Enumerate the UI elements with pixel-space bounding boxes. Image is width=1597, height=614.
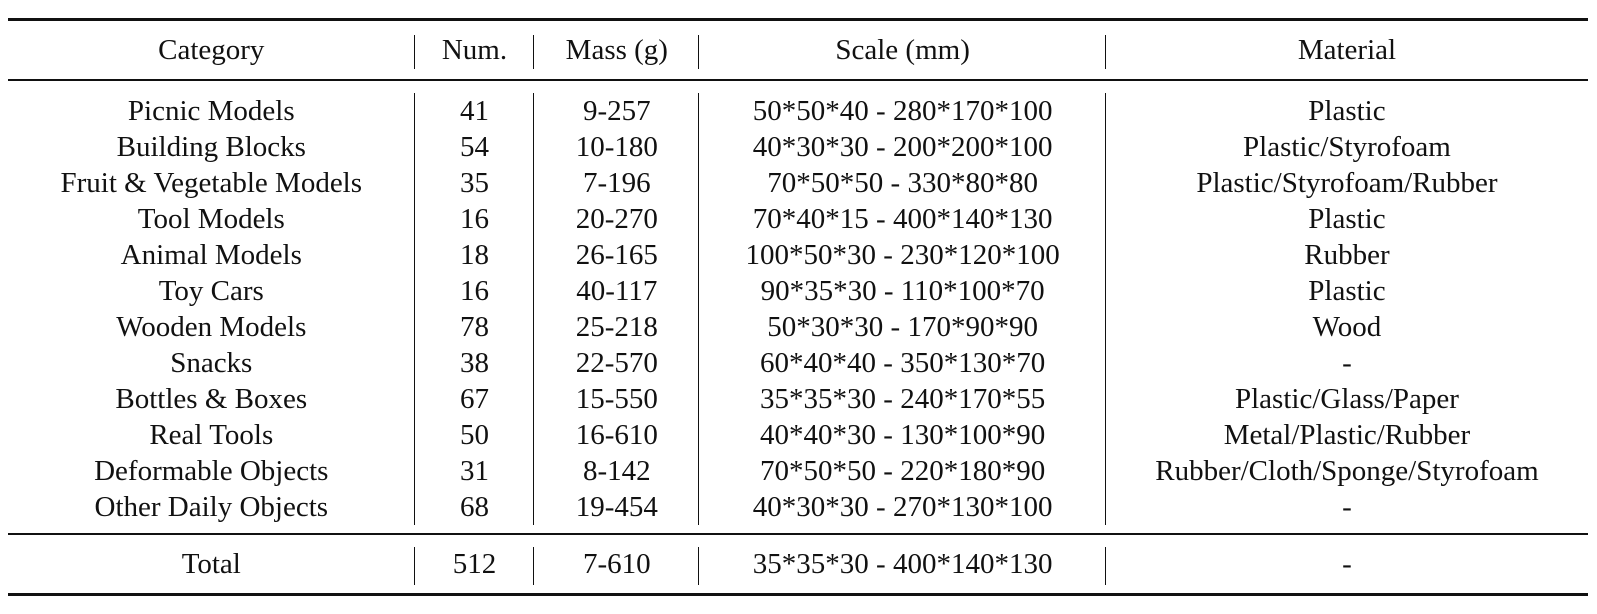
table-row: Wooden Models 78 25-218 50*30*30 - 170*9… [8, 309, 1588, 345]
total-row: Total 512 7-610 35*35*30 - 400*140*130 - [8, 533, 1588, 595]
total-label: Total [8, 533, 415, 595]
table-row: Toy Cars 16 40-117 90*35*30 - 110*100*70… [8, 273, 1588, 309]
cell-category: Toy Cars [8, 273, 415, 309]
cell-num: 31 [415, 453, 535, 489]
cell-scale: 70*40*15 - 400*140*130 [699, 201, 1106, 237]
object-dataset-table: Category Num. Mass (g) Scale (mm) Materi… [8, 18, 1588, 596]
cell-scale: 70*50*50 - 220*180*90 [699, 453, 1106, 489]
total-mass: 7-610 [534, 533, 700, 595]
cell-num: 35 [415, 165, 535, 201]
cell-scale: 40*30*30 - 200*200*100 [699, 129, 1106, 165]
cell-scale: 90*35*30 - 110*100*70 [699, 273, 1106, 309]
cell-num: 54 [415, 129, 535, 165]
cell-num: 18 [415, 237, 535, 273]
total-material: - [1105, 533, 1588, 595]
cell-num: 16 [415, 201, 535, 237]
cell-material: Plastic/Styrofoam [1243, 131, 1451, 163]
cell-material: Rubber/Cloth/Sponge/Styrofoam [1155, 455, 1539, 487]
cell-mass: 20-270 [534, 201, 700, 237]
cell-num: 67 [415, 381, 535, 417]
cell-category: Other Daily Objects [8, 489, 415, 534]
cell-category: Fruit & Vegetable Models [8, 165, 415, 201]
table-row: Snacks 38 22-570 60*40*40 - 350*130*70 - [8, 345, 1588, 381]
cell-material: Plastic/Styrofoam/Rubber [1196, 167, 1498, 199]
cell-category: Real Tools [8, 417, 415, 453]
table-row: Other Daily Objects 68 19-454 40*30*30 -… [8, 489, 1588, 534]
cell-scale: 50*30*30 - 170*90*90 [699, 309, 1106, 345]
cell-num: 68 [415, 489, 535, 534]
cell-num: 50 [415, 417, 535, 453]
cell-scale: 60*40*40 - 350*130*70 [699, 345, 1106, 381]
total-num: 512 [414, 533, 535, 595]
cell-num: 41 [415, 80, 535, 129]
cell-mass: 19-454 [534, 489, 700, 534]
cell-mass: 40-117 [534, 273, 700, 309]
cell-num: 38 [415, 345, 535, 381]
cell-material: Plastic [1308, 95, 1386, 127]
cell-mass: 7-196 [534, 165, 700, 201]
cell-category: Snacks [8, 345, 415, 381]
table-row: Building Blocks 54 10-180 40*30*30 - 200… [8, 129, 1588, 165]
table-row: Fruit & Vegetable Models 35 7-196 70*50*… [8, 165, 1588, 201]
cell-material: Metal/Plastic/Rubber [1223, 419, 1471, 451]
cell-mass: 9-257 [534, 80, 700, 129]
cell-category: Wooden Models [8, 309, 415, 345]
cell-material: Wood [1312, 311, 1382, 343]
cell-mass: 16-610 [534, 417, 700, 453]
header-row: Category Num. Mass (g) Scale (mm) Materi… [8, 19, 1588, 81]
cell-category: Tool Models [8, 201, 415, 237]
cell-scale: 40*40*30 - 130*100*90 [699, 417, 1106, 453]
table-row: Tool Models 16 20-270 70*40*15 - 400*140… [8, 201, 1588, 237]
cell-material: - [1342, 491, 1352, 523]
cell-material: Plastic [1308, 203, 1386, 235]
cell-mass: 8-142 [534, 453, 700, 489]
cell-category: Deformable Objects [8, 453, 415, 489]
cell-mass: 26-165 [534, 237, 700, 273]
cell-material: Plastic/Glass/Paper [1234, 383, 1459, 415]
cell-mass: 25-218 [534, 309, 700, 345]
cell-material: Rubber [1304, 239, 1390, 271]
cell-category: Building Blocks [8, 129, 415, 165]
header-mass: Mass (g) [534, 19, 700, 81]
table-row: Bottles & Boxes 67 15-550 35*35*30 - 240… [8, 381, 1588, 417]
header-num: Num. [414, 19, 535, 81]
cell-scale: 100*50*30 - 230*120*100 [699, 237, 1106, 273]
cell-mass: 10-180 [534, 129, 700, 165]
cell-mass: 15-550 [534, 381, 700, 417]
cell-category: Picnic Models [8, 80, 415, 129]
header-category: Category [8, 19, 415, 81]
cell-scale: 50*50*40 - 280*170*100 [699, 80, 1106, 129]
cell-scale: 40*30*30 - 270*130*100 [699, 489, 1106, 534]
cell-material: - [1342, 347, 1352, 379]
cell-scale: 70*50*50 - 330*80*80 [699, 165, 1106, 201]
cell-category: Bottles & Boxes [8, 381, 415, 417]
cell-num: 16 [415, 273, 535, 309]
header-scale: Scale (mm) [699, 19, 1106, 81]
cell-scale: 35*35*30 - 240*170*55 [699, 381, 1106, 417]
table-row: Deformable Objects 31 8-142 70*50*50 - 2… [8, 453, 1588, 489]
header-material: Material [1105, 19, 1588, 81]
table-row: Picnic Models 41 9-257 50*50*40 - 280*17… [8, 80, 1588, 129]
cell-num: 78 [415, 309, 535, 345]
cell-mass: 22-570 [534, 345, 700, 381]
table-row: Real Tools 50 16-610 40*40*30 - 130*100*… [8, 417, 1588, 453]
total-scale: 35*35*30 - 400*140*130 [699, 533, 1106, 595]
table-row: Animal Models 18 26-165 100*50*30 - 230*… [8, 237, 1588, 273]
table-container: Category Num. Mass (g) Scale (mm) Materi… [8, 0, 1588, 614]
cell-material: Plastic [1308, 275, 1386, 307]
cell-category: Animal Models [8, 237, 415, 273]
